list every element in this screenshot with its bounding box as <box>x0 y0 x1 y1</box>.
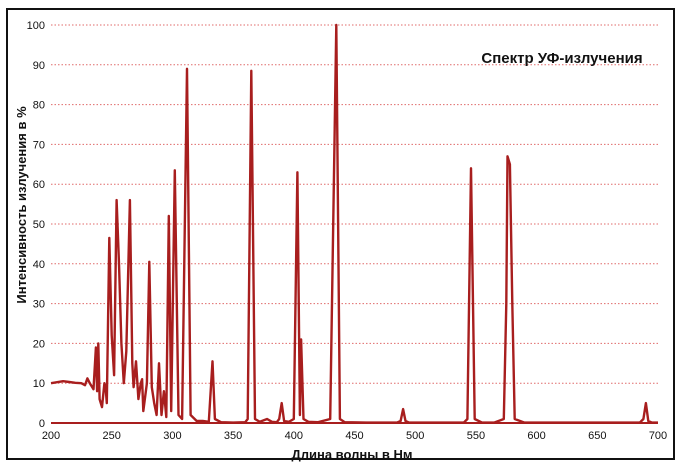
y-tick-labels: 0 10 20 30 40 50 60 70 80 90 100 <box>27 20 45 430</box>
y-tick-label: 50 <box>33 219 45 231</box>
x-tick-label: 250 <box>103 430 121 442</box>
x-axis-label: Длина волны в Нм <box>291 447 412 462</box>
y-tick-label: 0 <box>39 418 45 430</box>
y-tick-label: 80 <box>33 100 45 112</box>
x-tick-label: 400 <box>285 430 303 442</box>
y-tick-label: 20 <box>33 338 45 350</box>
y-tick-label: 90 <box>33 60 45 72</box>
y-tick-label: 60 <box>33 179 45 191</box>
grid-lines <box>51 24 658 384</box>
y-tick-label: 70 <box>33 139 45 151</box>
x-tick-label: 300 <box>163 430 181 442</box>
y-tick-label: 10 <box>33 378 45 390</box>
x-tick-labels: 200 250 300 350 400 450 500 550 600 650 700 <box>42 430 667 442</box>
x-tick-label: 200 <box>42 430 60 442</box>
x-tick-label: 650 <box>588 430 606 442</box>
y-tick-label: 100 <box>27 20 45 32</box>
y-tick-label: 30 <box>33 299 45 311</box>
x-tick-label: 700 <box>649 430 667 442</box>
x-tick-label: 350 <box>224 430 242 442</box>
x-tick-label: 600 <box>527 430 545 442</box>
x-tick-label: 500 <box>406 430 424 442</box>
y-tick-label: 40 <box>33 259 45 271</box>
x-tick-label: 550 <box>467 430 485 442</box>
x-tick-label: 450 <box>345 430 363 442</box>
y-axis-label: Интенсивность излучения в % <box>14 106 29 304</box>
chart-title: Спектр УФ-излучения <box>481 50 642 67</box>
series-line <box>50 23 658 424</box>
